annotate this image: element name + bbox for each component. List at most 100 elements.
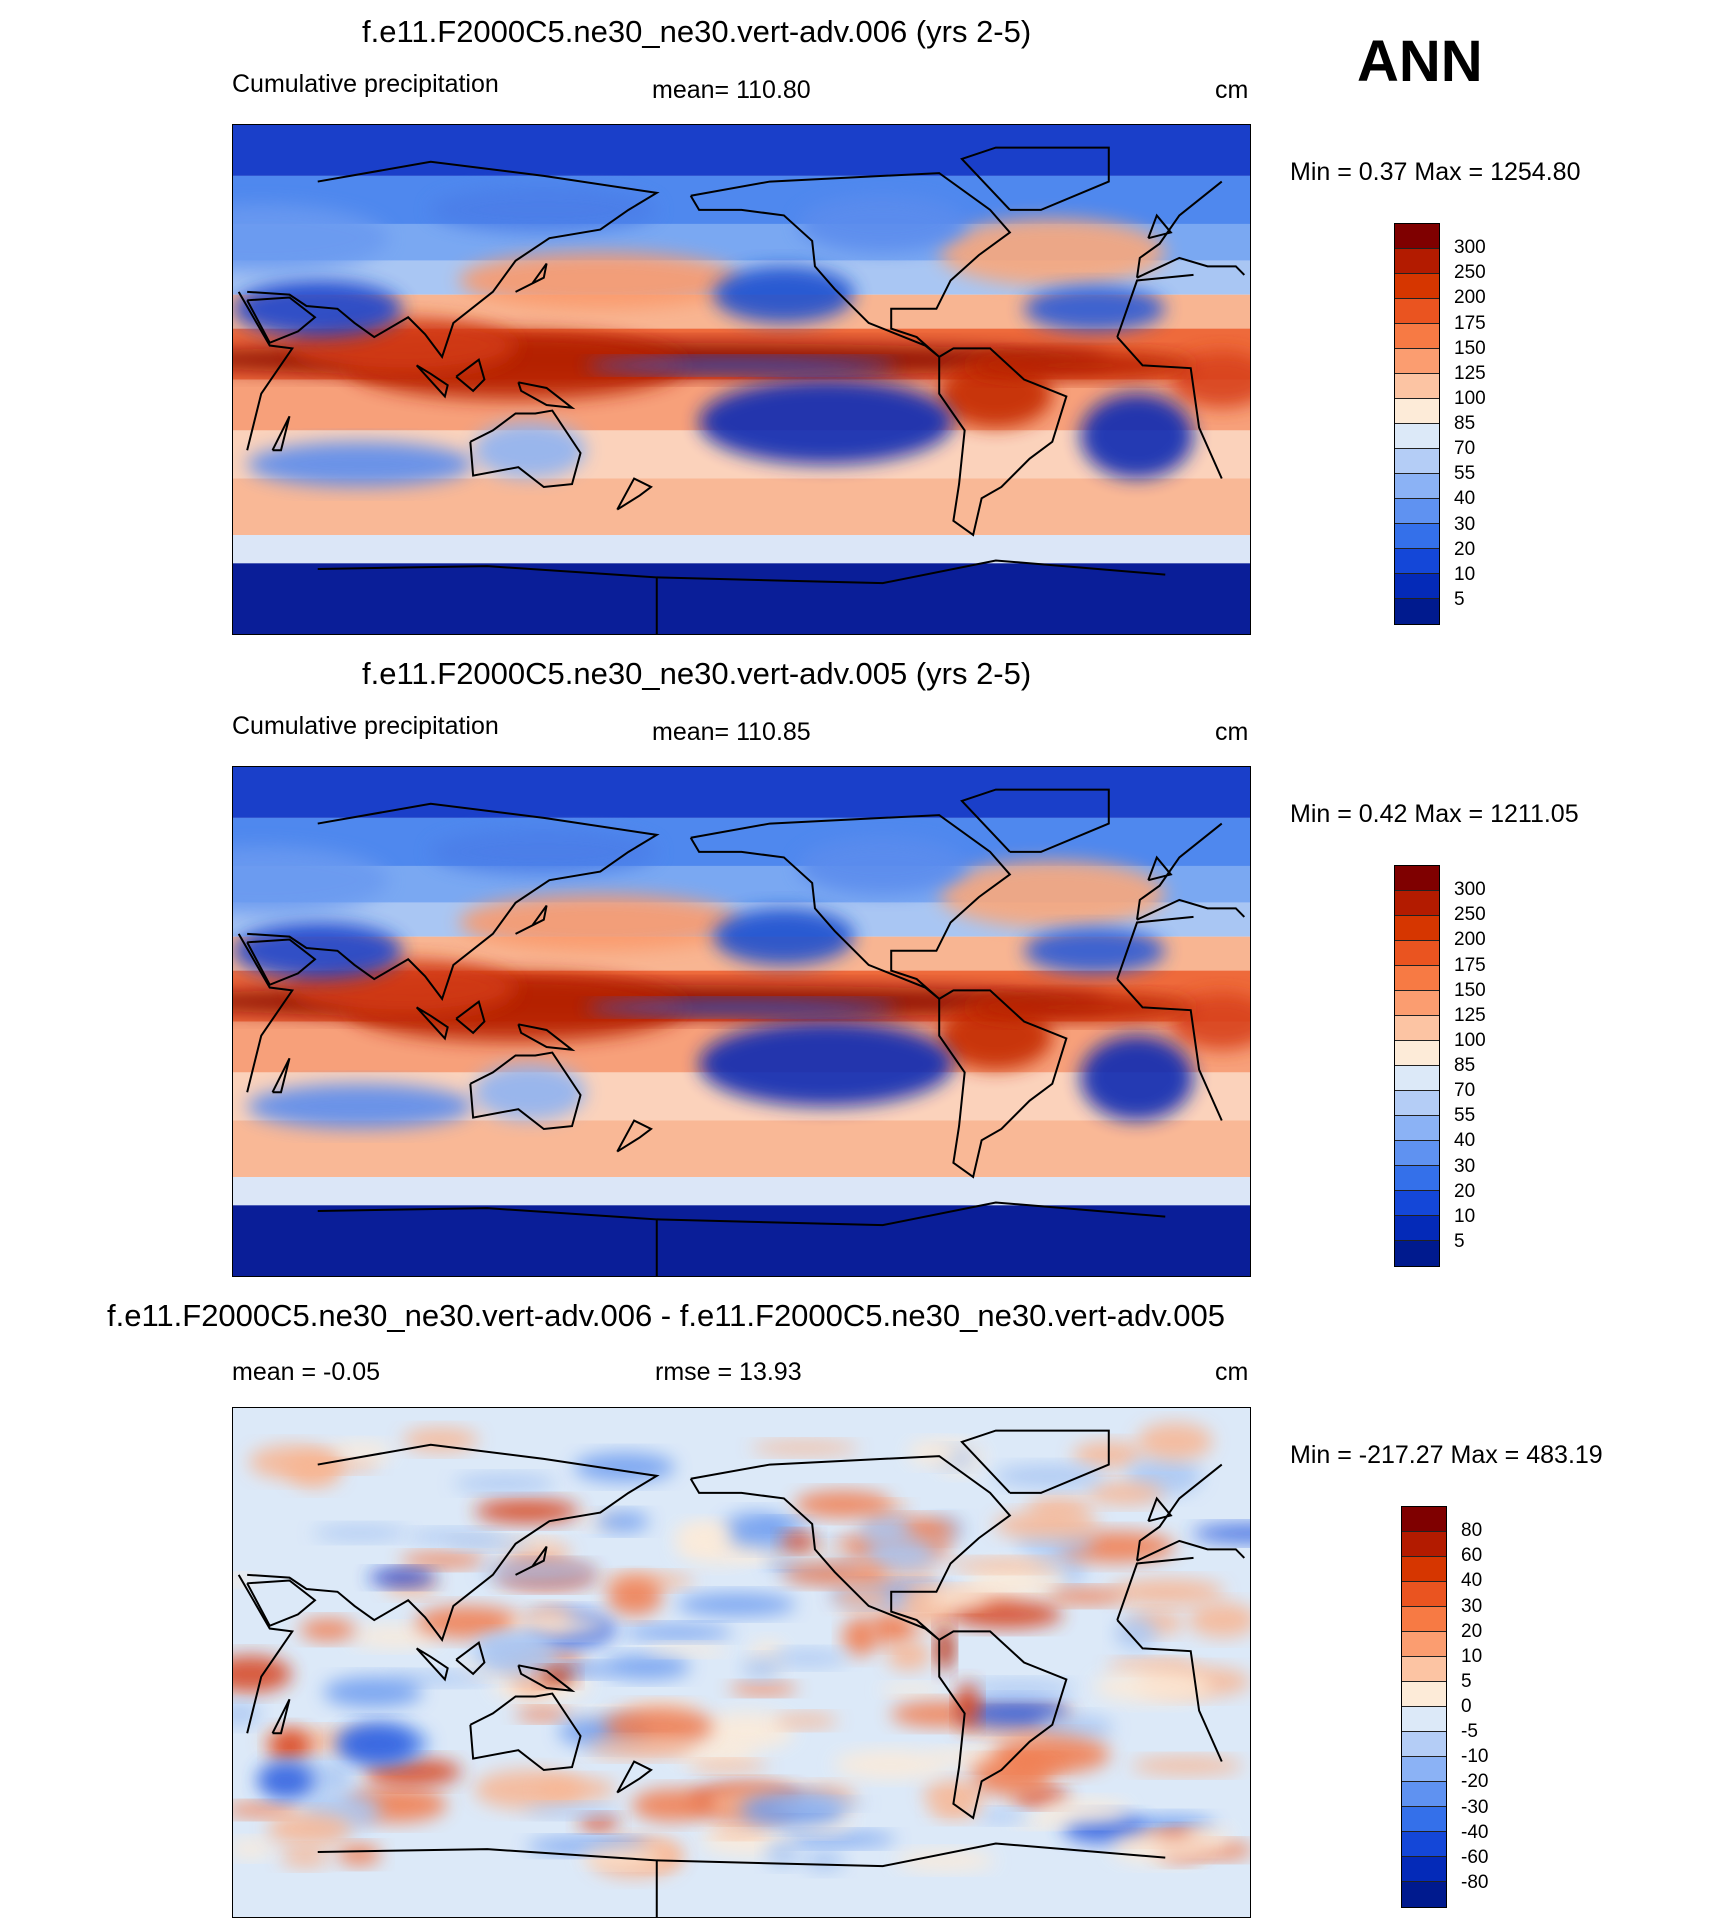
colorbar-swatch: [1402, 1882, 1446, 1907]
panel-1-minmax: Min = 0.37 Max = 1254.80: [1290, 158, 1581, 186]
colorbar-swatch: [1395, 1116, 1439, 1141]
colorbar-swatch: [1402, 1532, 1446, 1557]
colorbar-tick-label: 70: [1454, 1080, 1476, 1102]
colorbar-tick-label: 300: [1454, 237, 1486, 259]
colorbar-swatch: [1395, 1216, 1439, 1241]
colorbar-tick-label: 40: [1454, 488, 1476, 510]
colorbar-swatch: [1395, 549, 1439, 574]
colorbar-tick-label: 20: [1454, 1180, 1476, 1202]
colorbar-swatch: [1402, 1657, 1446, 1682]
colorbar-swatch: [1395, 249, 1439, 274]
colorbar-tick-label: -30: [1461, 1796, 1489, 1818]
panel-1-left-label: Cumulative precipitation: [232, 70, 499, 98]
panel-2-center-label: mean= 110.85: [652, 718, 811, 746]
panel-3-map: [232, 1407, 1251, 1918]
season-label: ANN: [1357, 29, 1483, 94]
panel-1-units: cm: [1215, 76, 1249, 104]
colorbar-swatch: [1395, 274, 1439, 299]
colorbar-tick-label: 10: [1461, 1645, 1483, 1667]
colorbar-swatch: [1395, 574, 1439, 599]
colorbar-swatch: [1395, 1016, 1439, 1041]
colorbar-swatch: [1395, 1166, 1439, 1191]
colorbar-tick-label: 20: [1461, 1620, 1483, 1642]
panel-2-units: cm: [1215, 718, 1249, 746]
colorbar-swatch: [1402, 1557, 1446, 1582]
colorbar-tick-label: 85: [1454, 1055, 1476, 1076]
colorbar-swatch: [1395, 916, 1439, 941]
colorbar-tick-label: 30: [1454, 1155, 1476, 1177]
panel-1-map: [232, 124, 1251, 635]
colorbar-tick-label: 30: [1461, 1595, 1483, 1617]
colorbar-tick-label: 20: [1454, 538, 1476, 560]
colorbar-tick-label: 40: [1461, 1570, 1483, 1592]
colorbar-swatch: [1402, 1807, 1446, 1832]
panel-3-minmax: Min = -217.27 Max = 483.19: [1290, 1441, 1603, 1469]
colorbar-swatch: [1395, 374, 1439, 399]
colorbar-swatch: [1402, 1632, 1446, 1657]
colorbar-tick-label: 150: [1454, 337, 1486, 359]
colorbar-swatch: [1395, 324, 1439, 349]
colorbar-swatch: [1402, 1757, 1446, 1782]
colorbar-swatch: [1395, 1041, 1439, 1066]
colorbar-tick-label: 100: [1454, 1029, 1486, 1051]
panel-2-colorbar: [1394, 865, 1440, 1267]
colorbar-tick-label: 150: [1454, 979, 1486, 1001]
colorbar-tick-label: 250: [1454, 904, 1486, 926]
panel-3-left-label: mean = -0.05: [232, 1358, 381, 1386]
colorbar-swatch: [1395, 424, 1439, 449]
colorbar-swatch: [1395, 891, 1439, 916]
colorbar-tick-label: 175: [1454, 312, 1486, 334]
colorbar-tick-label: 5: [1454, 588, 1465, 610]
colorbar-tick-label: 70: [1454, 438, 1476, 460]
colorbar-swatch: [1395, 599, 1439, 624]
colorbar-tick-label: 85: [1454, 413, 1476, 434]
panel-1-title: f.e11.F2000C5.ne30_ne30.vert-adv.006 (yr…: [362, 14, 1032, 49]
colorbar-swatch: [1395, 399, 1439, 424]
colorbar-tick-label: 100: [1454, 387, 1486, 409]
colorbar-tick-label: 10: [1454, 1205, 1476, 1227]
colorbar-tick-label: 125: [1454, 1004, 1486, 1026]
colorbar-swatch: [1395, 224, 1439, 249]
colorbar-swatch: [1402, 1582, 1446, 1607]
panel-3-title: f.e11.F2000C5.ne30_ne30.vert-adv.006 - f…: [107, 1298, 1225, 1333]
colorbar-swatch: [1395, 524, 1439, 549]
panel-3-units: cm: [1215, 1358, 1249, 1386]
colorbar-tick-label: 125: [1454, 362, 1486, 384]
colorbar-tick-label: 80: [1461, 1520, 1483, 1542]
colorbar-tick-label: -80: [1461, 1871, 1489, 1893]
colorbar-swatch: [1402, 1832, 1446, 1857]
panel-2-map: [232, 766, 1251, 1277]
colorbar-tick-label: 0: [1461, 1696, 1472, 1717]
colorbar-tick-label: -20: [1461, 1771, 1489, 1793]
colorbar-swatch: [1402, 1507, 1446, 1532]
colorbar-tick-label: 30: [1454, 513, 1476, 535]
colorbar-swatch: [1395, 349, 1439, 374]
colorbar-swatch: [1395, 866, 1439, 891]
colorbar-tick-label: 300: [1454, 879, 1486, 901]
colorbar-swatch: [1402, 1707, 1446, 1732]
colorbar-tick-label: -10: [1461, 1746, 1489, 1768]
colorbar-tick-label: -40: [1461, 1821, 1489, 1843]
colorbar-tick-label: -5: [1461, 1721, 1478, 1743]
colorbar-swatch: [1395, 474, 1439, 499]
colorbar-swatch: [1395, 1091, 1439, 1116]
colorbar-swatch: [1395, 941, 1439, 966]
panel-2-minmax: Min = 0.42 Max = 1211.05: [1290, 800, 1579, 828]
panel-2-left-label: Cumulative precipitation: [232, 712, 499, 740]
colorbar-tick-label: 250: [1454, 262, 1486, 284]
panel-1-center-label: mean= 110.80: [652, 76, 811, 104]
colorbar-tick-label: 200: [1454, 287, 1486, 309]
colorbar-swatch: [1402, 1782, 1446, 1807]
colorbar-tick-label: 200: [1454, 929, 1486, 951]
colorbar-tick-label: -60: [1461, 1846, 1489, 1868]
colorbar-tick-label: 55: [1454, 1105, 1476, 1127]
colorbar-tick-label: 10: [1454, 563, 1476, 585]
colorbar-tick-label: 5: [1461, 1670, 1472, 1692]
colorbar-swatch: [1395, 991, 1439, 1016]
colorbar-swatch: [1402, 1732, 1446, 1757]
colorbar-swatch: [1395, 449, 1439, 474]
colorbar-swatch: [1402, 1857, 1446, 1882]
panel-3-colorbar: [1401, 1506, 1447, 1908]
panel-3-center-label: rmse = 13.93: [655, 1358, 802, 1386]
colorbar-swatch: [1395, 1191, 1439, 1216]
